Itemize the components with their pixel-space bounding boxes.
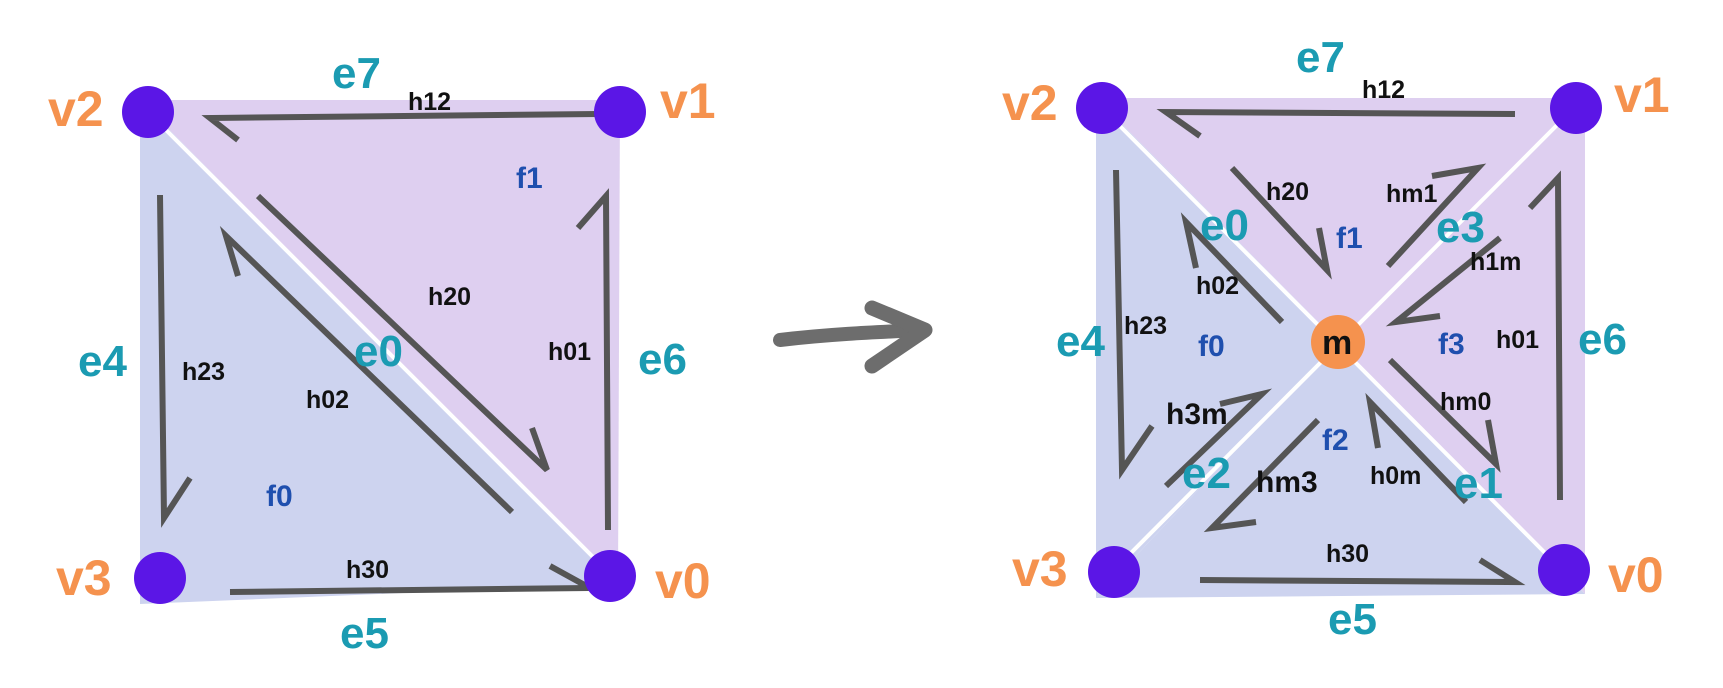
right-halfedge-label-hm1: hm1 [1386,180,1438,208]
right-edge-label-e4: e4 [1056,317,1105,366]
right-halfedge-label-h01: h01 [1496,326,1539,354]
right-center-label-m: m [1322,324,1352,362]
left-halfedge-label-h23: h23 [182,358,225,386]
left-halfedge-h01 [575,188,611,531]
right-vertex-v1 [1550,82,1602,134]
right-edge-label-e3: e3 [1436,203,1485,252]
right-halfedge-h20 [1229,165,1332,280]
left-halfedge-h12 [201,111,599,143]
right-vertex-label-v1: v1 [1614,67,1670,123]
left-diagonal-edge [146,110,612,576]
right-edge-label-e7: e7 [1296,33,1345,82]
right-vertex-v0 [1538,544,1590,596]
left-vertex-v1 [594,86,646,138]
right-edge-label-e2: e2 [1182,449,1231,498]
right-vertex-v3 [1088,546,1140,598]
left-edge-label-e6: e6 [638,335,687,384]
right-halfedge-label-h3m: h3m [1166,398,1228,431]
right-face-f0 [1096,98,1338,598]
right-halfedge-label-h20: h20 [1266,178,1309,206]
left-vertex-v3 [134,552,186,604]
right-halfedge-hm3 [1203,417,1321,533]
right-vertex-label-v2: v2 [1002,75,1058,131]
right-face-f3 [1338,98,1585,594]
right-face-label-f2: f2 [1322,424,1349,457]
right-halfedge-label-h23: h23 [1124,312,1167,340]
right-face-label-f3: f3 [1438,328,1465,361]
right-edge-label-e6: e6 [1578,315,1627,364]
left-edge-label-e4: e4 [78,337,127,386]
left-halfedge-h02 [219,225,515,515]
right-halfedge-label-hm0: hm0 [1440,388,1491,416]
right-face-label-f1: f1 [1336,222,1363,255]
right-face-f2 [1096,342,1585,598]
left-vertex-label-v2: v2 [48,81,104,137]
left-halfedge-label-h12: h12 [408,88,451,116]
left-vertex-label-v3: v3 [56,550,112,606]
arrow-right-icon [773,300,933,374]
right-mesh: v2 v1 v0 v3 m e7 e0 e3 e4 e6 e2 e1 e5 f1… [1002,33,1670,644]
right-halfedge-h0m [1365,392,1469,505]
right-halfedge-hm1 [1385,163,1487,269]
right-edge-label-e0: e0 [1200,201,1249,250]
left-halfedge-label-h20: h20 [428,283,471,311]
right-halfedge-label-hm3: hm3 [1256,466,1318,499]
left-halfedge-label-h02: h02 [306,386,349,414]
right-edge-label-e5: e5 [1328,595,1377,644]
left-face-label-f1: f1 [516,162,543,195]
right-halfedge-label-h30: h30 [1326,540,1369,568]
left-vertex-v2 [122,86,174,138]
left-face-label-f0: f0 [266,480,293,513]
right-halfedge-label-h1m: h1m [1470,248,1521,276]
left-edge-label-e0: e0 [354,327,403,376]
right-halfedge-label-h0m: h0m [1370,462,1421,490]
left-vertex-label-v1: v1 [660,73,716,129]
right-vertex-v2 [1076,82,1128,134]
left-vertex-v0 [584,550,636,602]
right-halfedge-label-h12: h12 [1362,76,1405,104]
right-halfedge-hm0 [1387,357,1501,473]
right-face-f1 [1096,98,1585,342]
right-halfedge-label-h02: h02 [1196,272,1239,300]
right-face-label-f0: f0 [1198,330,1225,363]
right-halfedge-h12 [1156,108,1516,139]
right-halfedge-h1m [1385,235,1502,327]
left-halfedge-h20 [255,193,550,473]
right-halfedge-h30 [1199,557,1526,586]
right-vertex-label-v0: v0 [1608,547,1664,603]
left-halfedge-label-h30: h30 [346,556,389,584]
right-edge-label-e1: e1 [1454,459,1503,508]
right-center-vertex-m [1311,315,1365,369]
left-edge-label-e7: e7 [332,49,381,98]
right-vertex-label-v3: v3 [1012,541,1068,597]
left-vertex-label-v0: v0 [655,553,711,609]
right-halfedge-h3m [1163,388,1273,489]
left-edge-label-e5: e5 [340,609,389,658]
left-mesh: v2 v1 v0 v3 e7 e4 e6 e0 e5 f1 f0 h12 h20… [48,49,716,658]
left-halfedge-h23 [157,194,193,528]
right-halfedge-h01 [1527,170,1563,501]
left-halfedge-label-h01: h01 [548,338,591,366]
right-halfedge-h23 [1113,169,1155,480]
right-halfedge-h02 [1180,212,1285,325]
